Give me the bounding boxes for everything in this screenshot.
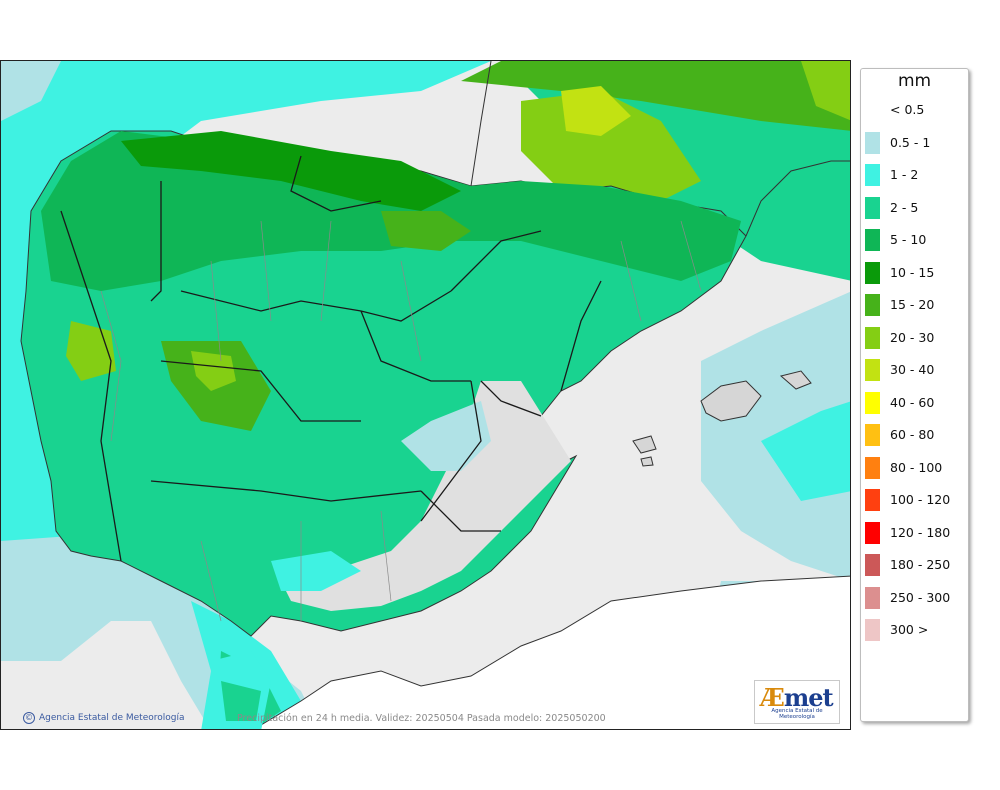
legend-swatch	[865, 99, 880, 121]
legend-item: 30 - 40	[861, 359, 970, 381]
southeast-dry-area	[281, 381, 571, 611]
legend-item: 5 - 10	[861, 229, 970, 251]
legend-label: 120 - 180	[890, 524, 951, 540]
legend-item: 180 - 250	[861, 554, 970, 576]
map-canvas	[1, 61, 850, 729]
legend-label: 1 - 2	[890, 167, 919, 182]
legend-label: 5 - 10	[890, 232, 927, 247]
legend-swatch	[865, 326, 880, 349]
alps-field	[801, 61, 850, 121]
copyright-icon: ©	[23, 712, 35, 724]
atlantic-light-field	[1, 61, 61, 121]
legend-swatch	[865, 521, 880, 544]
aemet-logo-wordmark: Æmet	[760, 683, 834, 712]
menorca-island	[779, 370, 812, 390]
southeast-light-field	[401, 401, 491, 471]
provincial-borders	[100, 220, 702, 622]
north-africa-coastline	[253, 575, 850, 729]
france-field	[461, 61, 850, 131]
legend-swatch	[865, 456, 880, 479]
regional-borders	[150, 155, 602, 532]
legend-item: 10 - 15	[861, 261, 970, 284]
map-caption: Precipitación en 24 h media. Validez: 20…	[237, 713, 606, 724]
legend-item: 0.5 - 1	[861, 131, 970, 154]
legend-item: 120 - 180	[861, 521, 970, 544]
portugal-max-field	[66, 321, 116, 381]
mallorca-island	[700, 380, 762, 422]
legend-item: 250 - 300	[861, 586, 970, 609]
aemet-credit: © Agencia Estatal de Meteorología	[23, 712, 185, 724]
legend-swatch	[865, 424, 880, 446]
credit-text: Agencia Estatal de Meteorología	[39, 713, 185, 723]
legend-item: < 0.5	[861, 99, 970, 121]
legend-label: 100 - 120	[890, 492, 951, 507]
legend-swatch	[865, 391, 880, 414]
legend-item: 80 - 100	[861, 456, 970, 479]
legend-label: 2 - 5	[890, 199, 919, 215]
legend-item: 100 - 120	[861, 489, 970, 511]
legend-swatch	[865, 229, 880, 251]
legend-label: 80 - 100	[890, 459, 943, 475]
legend-swatch	[865, 554, 880, 576]
legend-label: 15 - 20	[890, 297, 935, 312]
legend-swatch	[865, 294, 880, 316]
legend-item: 15 - 20	[861, 294, 970, 316]
legend-swatch	[865, 131, 880, 154]
legend-label: 20 - 30	[890, 329, 935, 345]
legend-swatch	[865, 586, 880, 609]
legend-label: 30 - 40	[890, 362, 935, 377]
north-africa-land	[254, 576, 850, 729]
atlantic-field	[1, 61, 491, 581]
legend-label: 300 >	[890, 622, 929, 637]
legend-item: 60 - 80	[861, 424, 970, 446]
legend-label: 250 - 300	[890, 589, 951, 605]
legend-swatch	[865, 619, 880, 641]
legend-item: 1 - 2	[861, 164, 970, 186]
legend-label: 60 - 80	[890, 427, 935, 442]
legend-label: 10 - 15	[890, 264, 935, 280]
legend-swatch	[865, 261, 880, 284]
legend-swatch	[865, 359, 880, 381]
legend-item: 40 - 60	[861, 391, 970, 414]
basque-field	[381, 211, 471, 251]
legend-label: 40 - 60	[890, 394, 935, 410]
legend-item: 300 >	[861, 619, 970, 641]
precipitation-legend: mm < 0.5 0.5 - 1 1 - 2 2 - 5 5 - 10 10 - 15 15…	[860, 68, 969, 722]
south-light-field	[271, 551, 361, 591]
legend-item: 2 - 5	[861, 196, 970, 219]
legend-swatch	[865, 164, 880, 186]
france-field-max	[561, 86, 631, 136]
morocco-west-field	[221, 681, 261, 721]
east-sea-field	[761, 401, 850, 501]
formentera-island	[640, 456, 654, 467]
legend-label: < 0.5	[890, 102, 925, 117]
french-mediterranean-coast	[745, 160, 850, 237]
legend-label: 180 - 250	[890, 557, 951, 572]
central-west-max-field	[191, 351, 236, 391]
aemet-logo-subtitle: Agencia Estatal de Meteorología	[771, 708, 823, 720]
legend-swatch	[865, 196, 880, 219]
legend-title: mm	[897, 71, 932, 91]
legend-swatch	[865, 489, 880, 511]
legend-label: 0.5 - 1	[890, 134, 931, 150]
legend-item: 20 - 30	[861, 326, 970, 349]
portugal-border	[60, 210, 122, 562]
cantabrian-max-field	[121, 131, 461, 211]
ibiza-island	[632, 435, 657, 454]
french-atlantic-coast	[470, 61, 492, 187]
precipitation-map[interactable]: © Agencia Estatal de Meteorología Precipi…	[0, 60, 851, 730]
aemet-logo: Æmet Agencia Estatal de Meteorología	[754, 680, 840, 724]
